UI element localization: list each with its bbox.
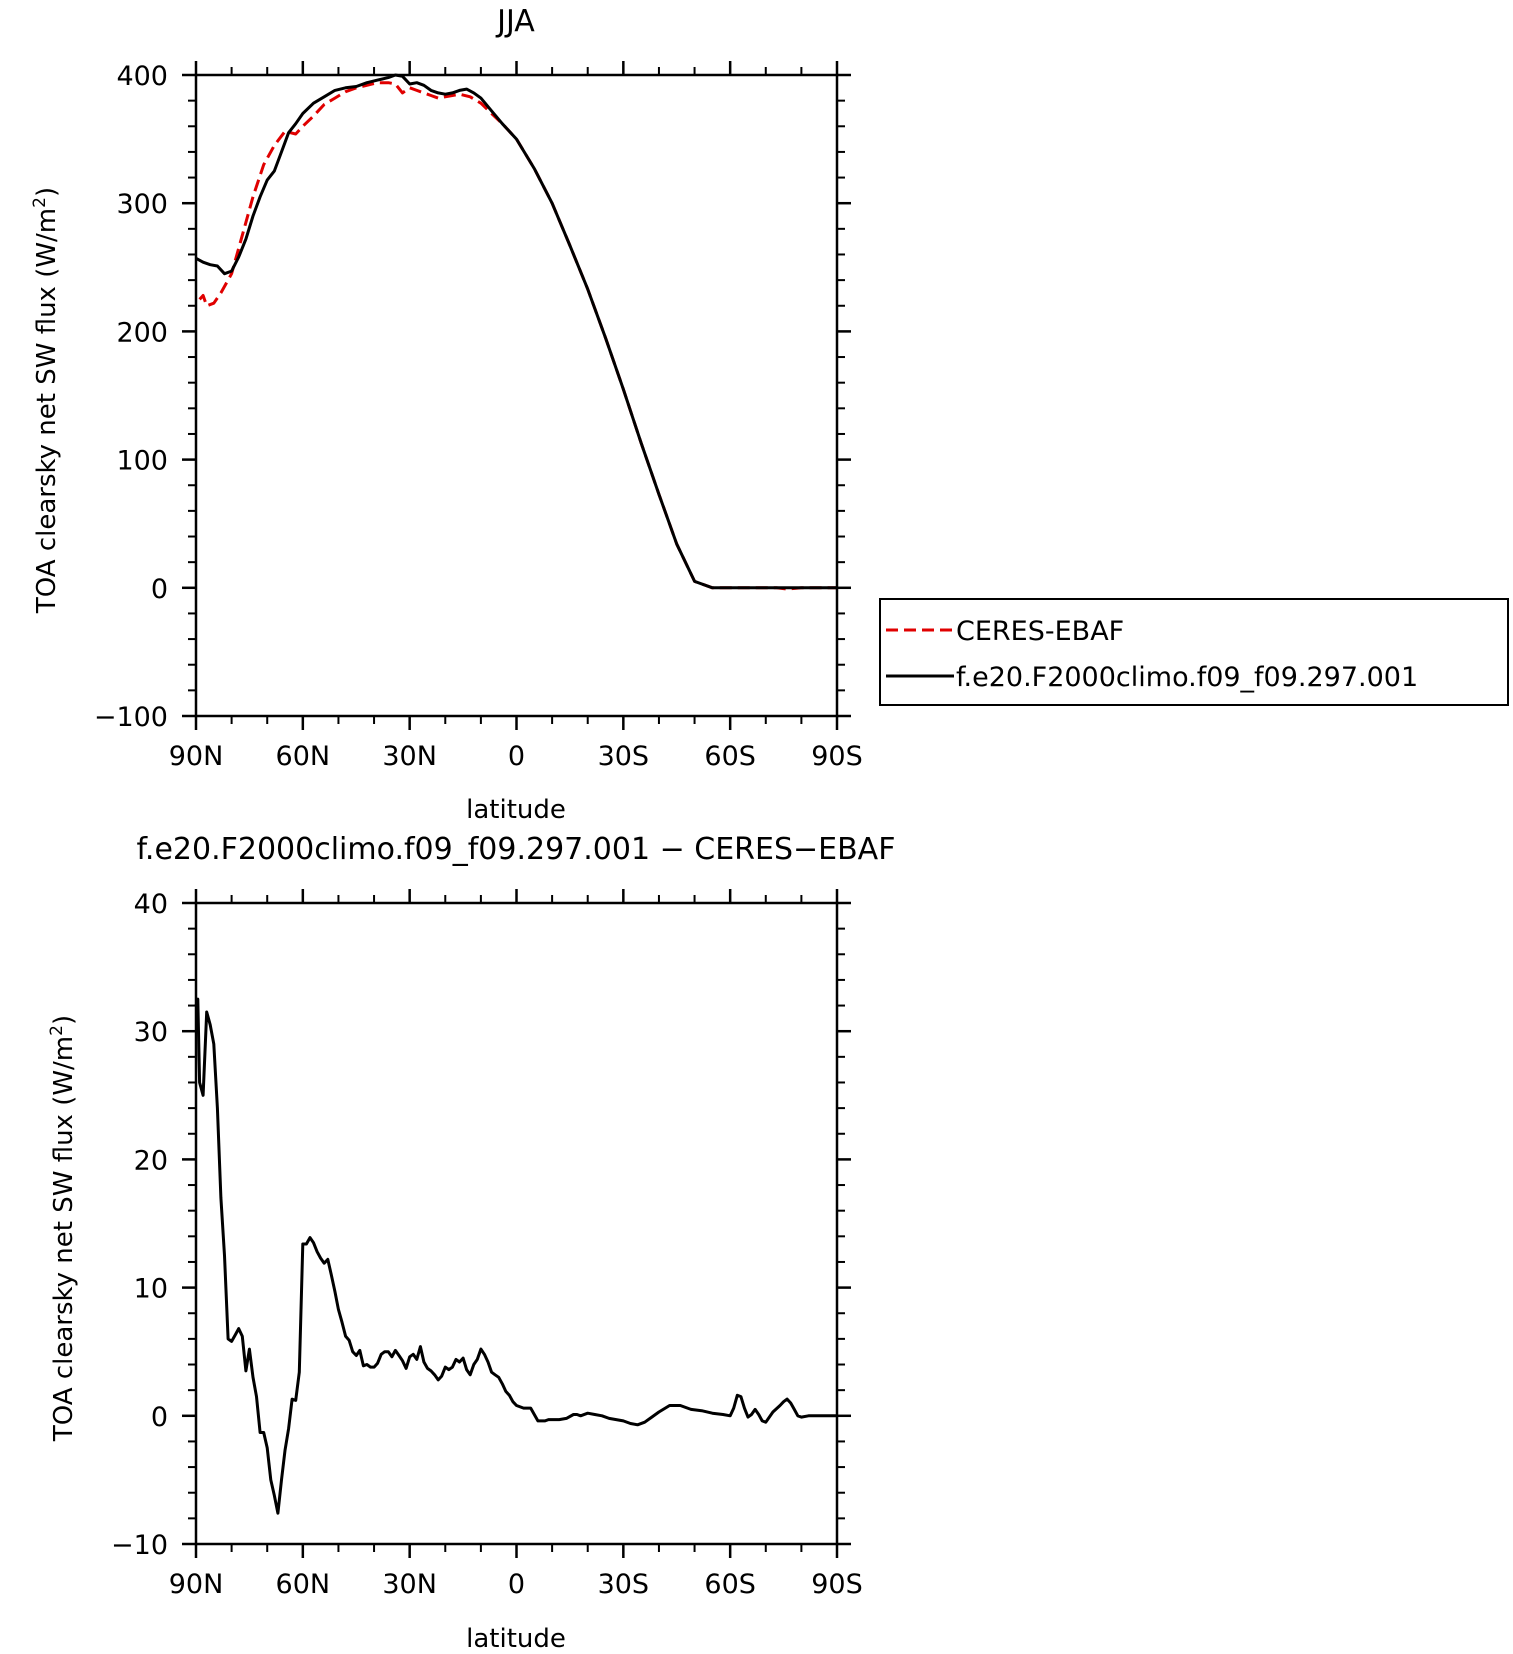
top-chart-panel: JJA 90N 60N 30N 0 30S 60S 90S −100 0 100 200 300 400… bbox=[30, 4, 1509, 825]
top-x-tick-label: 90S bbox=[811, 741, 863, 772]
top-x-axis-label: latitude bbox=[466, 795, 566, 825]
top-x-tick-label: 30N bbox=[382, 741, 437, 772]
top-y-tick-label: 400 bbox=[116, 61, 168, 92]
top-y-axis-label: TOA clearsky net SW flux (W/m2) bbox=[30, 187, 62, 614]
bottom-x-tick-label: 0 bbox=[508, 1569, 525, 1600]
top-plot-area: 90N 60N 30N 0 30S 60S 90S −100 0 100 200 300 400 bbox=[94, 61, 863, 772]
bottom-x-tick-label: 30N bbox=[382, 1569, 437, 1600]
bottom-series-line-0 bbox=[194, 997, 837, 1515]
top-y-tick-label: 100 bbox=[116, 446, 168, 477]
bottom-y-tick-label: 20 bbox=[134, 1145, 168, 1176]
bottom-chart-panel: f.e20.F2000climo.f09_f09.297.001 − CERES… bbox=[47, 832, 895, 1654]
bottom-x-tick-label: 90S bbox=[811, 1569, 863, 1600]
bottom-y-tick-label: 10 bbox=[134, 1274, 168, 1305]
bottom-y-axis-label: TOA clearsky net SW flux (W/m2) bbox=[47, 1015, 79, 1442]
top-x-tick-label: 30S bbox=[598, 741, 650, 772]
top-series-f-e20-f2000climo-f09-f09-297-001 bbox=[195, 73, 837, 590]
top-x-tick-label: 0 bbox=[508, 741, 525, 772]
bottom-y-tick-label: 0 bbox=[151, 1402, 168, 1433]
top-x-tick-label: 60N bbox=[276, 741, 331, 772]
legend-box bbox=[879, 598, 1509, 706]
bottom-plot-area: 90N 60N 30N 0 30S 60S 90S −10 0 10 20 30 40 bbox=[111, 889, 863, 1600]
bottom-x-axis-label: latitude bbox=[466, 1624, 566, 1654]
top-x-tick-label: 60S bbox=[704, 741, 756, 772]
top-y-tick-label: 0 bbox=[151, 574, 168, 605]
legend-label-model: f.e20.F2000climo.f09_f09.297.001 bbox=[956, 662, 1418, 693]
bottom-y-tick-label: 30 bbox=[134, 1017, 168, 1048]
top-x-tick-label: 90N bbox=[169, 741, 224, 772]
top-y-tick-label: 300 bbox=[116, 189, 168, 220]
bottom-plot-frame bbox=[194, 901, 839, 1546]
bottom-x-tick-label: 30S bbox=[598, 1569, 650, 1600]
bottom-y-tick-label: −10 bbox=[111, 1530, 168, 1561]
bottom-y-tick-label: 40 bbox=[134, 889, 168, 920]
bottom-chart-title: f.e20.F2000climo.f09_f09.297.001 − CERES… bbox=[137, 832, 896, 867]
top-chart-title: JJA bbox=[495, 4, 535, 39]
top-y-tick-label: −100 bbox=[94, 702, 168, 733]
top-y-tick-label: 200 bbox=[116, 317, 168, 348]
top-series-ceres-ebaf bbox=[198, 81, 837, 591]
legend-label-ceres: CERES-EBAF bbox=[956, 616, 1124, 647]
bottom-x-tick-label: 90N bbox=[169, 1569, 224, 1600]
bottom-x-tick-label: 60S bbox=[704, 1569, 756, 1600]
bottom-x-tick-label: 60N bbox=[276, 1569, 331, 1600]
top-plot-frame bbox=[194, 73, 839, 718]
legend: CERES-EBAF f.e20.F2000climo.f09_f09.297.… bbox=[879, 598, 1509, 706]
